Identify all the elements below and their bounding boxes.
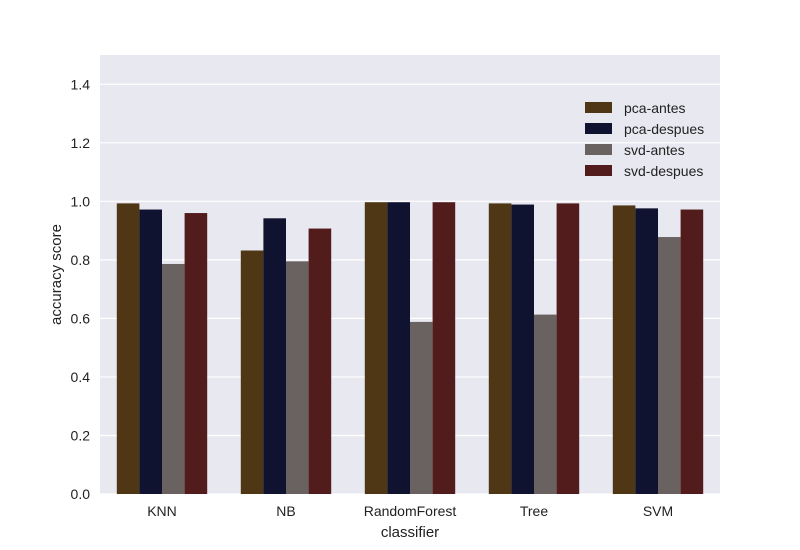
x-tick-labels: KNN NB RandomForest Tree SVM	[147, 503, 673, 519]
bar-pca-antes-NB	[240, 250, 264, 494]
bars	[116, 202, 704, 495]
bar-pca-despues-Tree	[511, 204, 534, 494]
bar-svd-despues-Tree	[556, 203, 580, 494]
legend-swatch-svd-despues	[585, 165, 612, 176]
y-tick-label: 0.6	[71, 310, 91, 326]
bar-pca-despues-NB	[263, 218, 286, 495]
bar-svd-antes-SVM	[658, 237, 681, 494]
x-tick-label: KNN	[147, 503, 177, 519]
y-tick-label: 1.4	[71, 76, 91, 92]
bar-svd-despues-NB	[308, 228, 332, 494]
y-tick-label: 0.2	[71, 427, 91, 443]
y-tick-label: 0.4	[71, 369, 91, 385]
bar-svd-antes-NB	[286, 261, 309, 494]
y-tick-label: 1.2	[71, 135, 91, 151]
y-tick-label: 0.0	[71, 486, 91, 502]
bar-svd-antes-KNN	[162, 263, 185, 494]
bar-svd-despues-KNN	[184, 213, 208, 495]
x-tick-label: NB	[276, 503, 295, 519]
legend-label: svd-despues	[624, 163, 703, 179]
bar-pca-despues-KNN	[139, 209, 162, 494]
legend-swatch-pca-antes	[585, 102, 612, 113]
bar-pca-antes-Tree	[488, 203, 512, 494]
bar-pca-despues-SVM	[635, 208, 658, 494]
bar-pca-antes-SVM	[612, 205, 636, 494]
x-tick-label: Tree	[520, 503, 548, 519]
x-tick-label: SVM	[643, 503, 673, 519]
legend-swatch-svd-antes	[585, 144, 612, 155]
x-axis-label: classifier	[381, 524, 439, 541]
y-tick-label: 1.0	[71, 193, 91, 209]
y-tick-labels: 0.0 0.2 0.4 0.6 0.8 1.0 1.2 1.4	[71, 76, 91, 502]
bar-svd-despues-RandomForest	[432, 202, 456, 494]
y-axis-label: accuracy score	[48, 224, 65, 325]
bar-pca-antes-RandomForest	[364, 202, 388, 494]
legend-swatch-pca-despues	[585, 123, 612, 134]
legend-label: pca-antes	[624, 100, 685, 116]
bar-svd-despues-SVM	[680, 209, 704, 494]
y-tick-label: 0.8	[71, 252, 91, 268]
legend-label: pca-despues	[624, 121, 704, 137]
bar-pca-antes-KNN	[116, 203, 140, 494]
legend: pca-antes pca-despues svd-antes svd-despues	[585, 100, 704, 179]
bar-svd-antes-RandomForest	[410, 321, 433, 494]
bar-pca-despues-RandomForest	[387, 202, 410, 494]
x-tick-label: RandomForest	[364, 503, 457, 519]
bar-svd-antes-Tree	[534, 314, 557, 494]
legend-label: svd-antes	[624, 142, 685, 158]
